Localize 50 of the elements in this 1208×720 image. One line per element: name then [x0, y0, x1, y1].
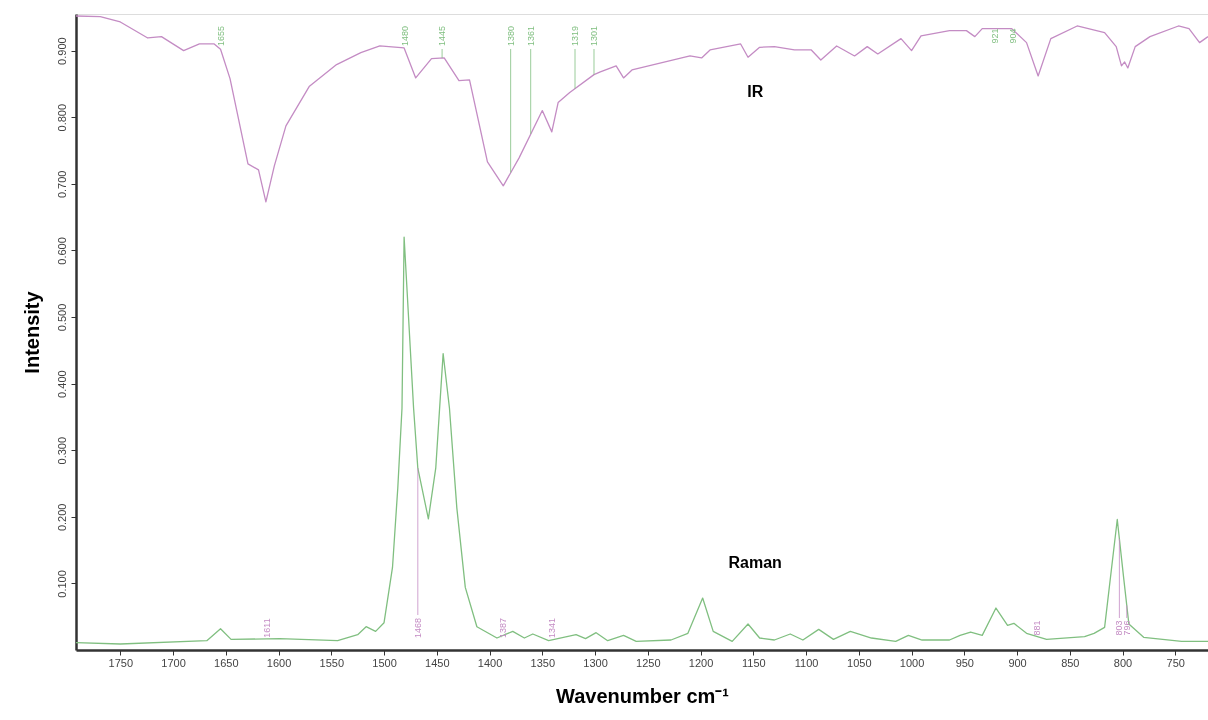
y-tick-label: 0.300 — [55, 436, 68, 465]
x-tick-label: 1350 — [530, 656, 556, 669]
x-tick-label: 1150 — [741, 656, 766, 669]
x-tick-label: 850 — [1061, 656, 1080, 669]
text: Raman — [728, 553, 782, 571]
x-tick-label: 1100 — [794, 656, 819, 669]
y-tick-label: 0.400 — [55, 370, 68, 398]
x-tick-label: 1450 — [425, 656, 450, 669]
annotation: 1361 — [525, 25, 536, 47]
annotation: 1611 — [261, 618, 272, 638]
annotation: 1341 — [546, 617, 557, 639]
annotation: 1387 — [498, 617, 509, 639]
series-label: IR — [747, 83, 764, 101]
annotation: 881 — [1032, 620, 1043, 636]
x-tick-label: 1750 — [108, 656, 134, 669]
y-tick-label: 0.900 — [55, 37, 68, 65]
x-tick-label: 1500 — [372, 656, 397, 669]
x-tick-label: 1700 — [161, 656, 186, 669]
annotation: 1301 — [589, 25, 599, 47]
annotation: 921 — [989, 28, 1000, 44]
y-tick-label: 0.100 — [55, 570, 68, 598]
x-tick-label: 1000 — [899, 656, 925, 669]
annotation: 1480 — [400, 25, 411, 47]
annotation: 1380 — [505, 25, 516, 47]
y-tick-label: 0.800 — [55, 103, 68, 132]
x-tick-label: 950 — [955, 656, 974, 669]
x-tick-label: 1400 — [477, 656, 503, 669]
y-tick-label: 0.500 — [55, 303, 68, 332]
x-tick-label: 1050 — [847, 656, 872, 669]
x-axis-title: Wavenumber cm⁻¹ — [556, 684, 730, 707]
x-tick-label: 900 — [1008, 656, 1027, 669]
annotation: 1445 — [437, 25, 448, 47]
line-series — [76, 15, 1208, 203]
annotation: 1468 — [412, 617, 423, 639]
x-tick-label: 1650 — [214, 656, 239, 669]
x-tick-label: 1200 — [688, 656, 714, 669]
y-axis-title: Intensity — [20, 290, 43, 374]
y-tick-label: 0.600 — [55, 237, 68, 265]
x-tick-label: 800 — [1113, 656, 1133, 669]
x-tick-label: 1250 — [636, 656, 661, 669]
annotation: 1319 — [570, 25, 581, 47]
y-tick-label: 0.700 — [55, 170, 68, 199]
y-tick-label: 0.200 — [55, 503, 68, 532]
x-tick-label: 1300 — [583, 656, 608, 669]
x-tick-label: 1550 — [319, 656, 345, 669]
x-tick-label: 1600 — [266, 656, 292, 669]
line-series — [76, 236, 1208, 645]
annotation: 904 — [1007, 28, 1018, 44]
annotation: 1655 — [215, 25, 226, 47]
x-tick-label: 750 — [1166, 656, 1185, 669]
